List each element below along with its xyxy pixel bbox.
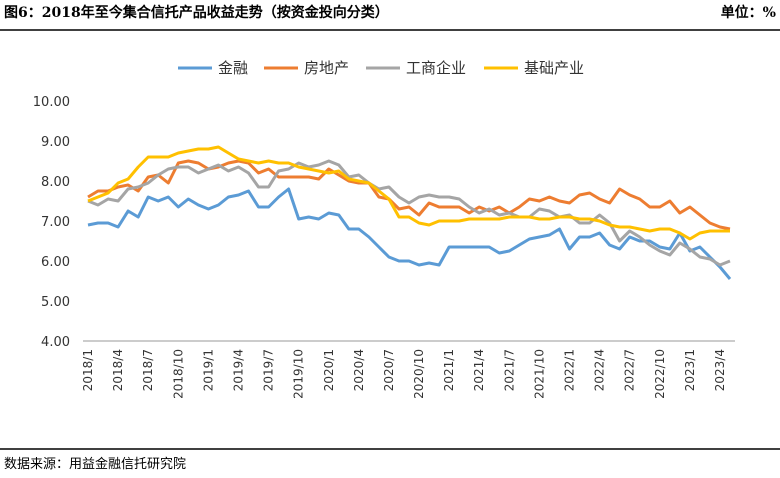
legend-label: 金融 xyxy=(218,59,248,77)
legend-label: 基础产业 xyxy=(524,59,584,77)
x-tick-label: 2020/4 xyxy=(352,349,366,391)
x-tick-label: 2019/7 xyxy=(262,349,276,391)
series-line xyxy=(87,187,732,280)
legend-label: 工商企业 xyxy=(406,59,466,77)
y-tick-label: 6.00 xyxy=(41,255,70,270)
y-tick-label: 5.00 xyxy=(41,295,70,310)
y-tick-label: 9.00 xyxy=(41,135,70,150)
x-tick-label: 2021/10 xyxy=(532,349,546,399)
x-tick-label: 2021/7 xyxy=(502,349,516,391)
y-tick-label: 8.00 xyxy=(41,175,70,190)
x-tick-label: 2018/7 xyxy=(141,349,155,391)
x-tick-label: 2022/1 xyxy=(562,349,576,391)
x-tick-label: 2019/10 xyxy=(292,349,306,399)
x-tick-label: 2022/4 xyxy=(593,349,607,391)
legend-label: 房地产 xyxy=(304,59,349,77)
x-tick-label: 2023/1 xyxy=(683,349,697,391)
x-tick-label: 2019/1 xyxy=(201,349,215,391)
x-tick-label: 2021/4 xyxy=(472,349,486,391)
x-tick-label: 2020/1 xyxy=(322,349,336,391)
x-tick-label: 2022/7 xyxy=(623,349,637,391)
series-line xyxy=(87,159,731,231)
x-tick-label: 2020/10 xyxy=(412,349,426,399)
source-note: 数据来源：用益金融信托研究院 xyxy=(4,456,186,472)
x-tick-label: 2019/4 xyxy=(231,349,245,391)
x-tick-label: 2018/1 xyxy=(81,349,95,391)
y-tick-label: 10.00 xyxy=(33,95,70,110)
x-tick-label: 2023/4 xyxy=(713,349,727,391)
unit-label: 单位：% xyxy=(721,4,776,21)
series-line xyxy=(87,145,730,241)
x-tick-label: 2022/10 xyxy=(653,349,667,399)
page-title: 图6：2018年至今集合信托产品收益走势（按资金投向分类） xyxy=(4,4,389,21)
series-line xyxy=(87,159,731,267)
x-tick-label: 2018/10 xyxy=(171,349,185,399)
y-tick-label: 4.00 xyxy=(41,335,70,350)
y-tick-label: 7.00 xyxy=(41,215,70,230)
x-tick-label: 2018/4 xyxy=(111,349,125,391)
x-tick-label: 2021/1 xyxy=(442,349,456,391)
x-tick-label: 2020/7 xyxy=(382,349,396,391)
